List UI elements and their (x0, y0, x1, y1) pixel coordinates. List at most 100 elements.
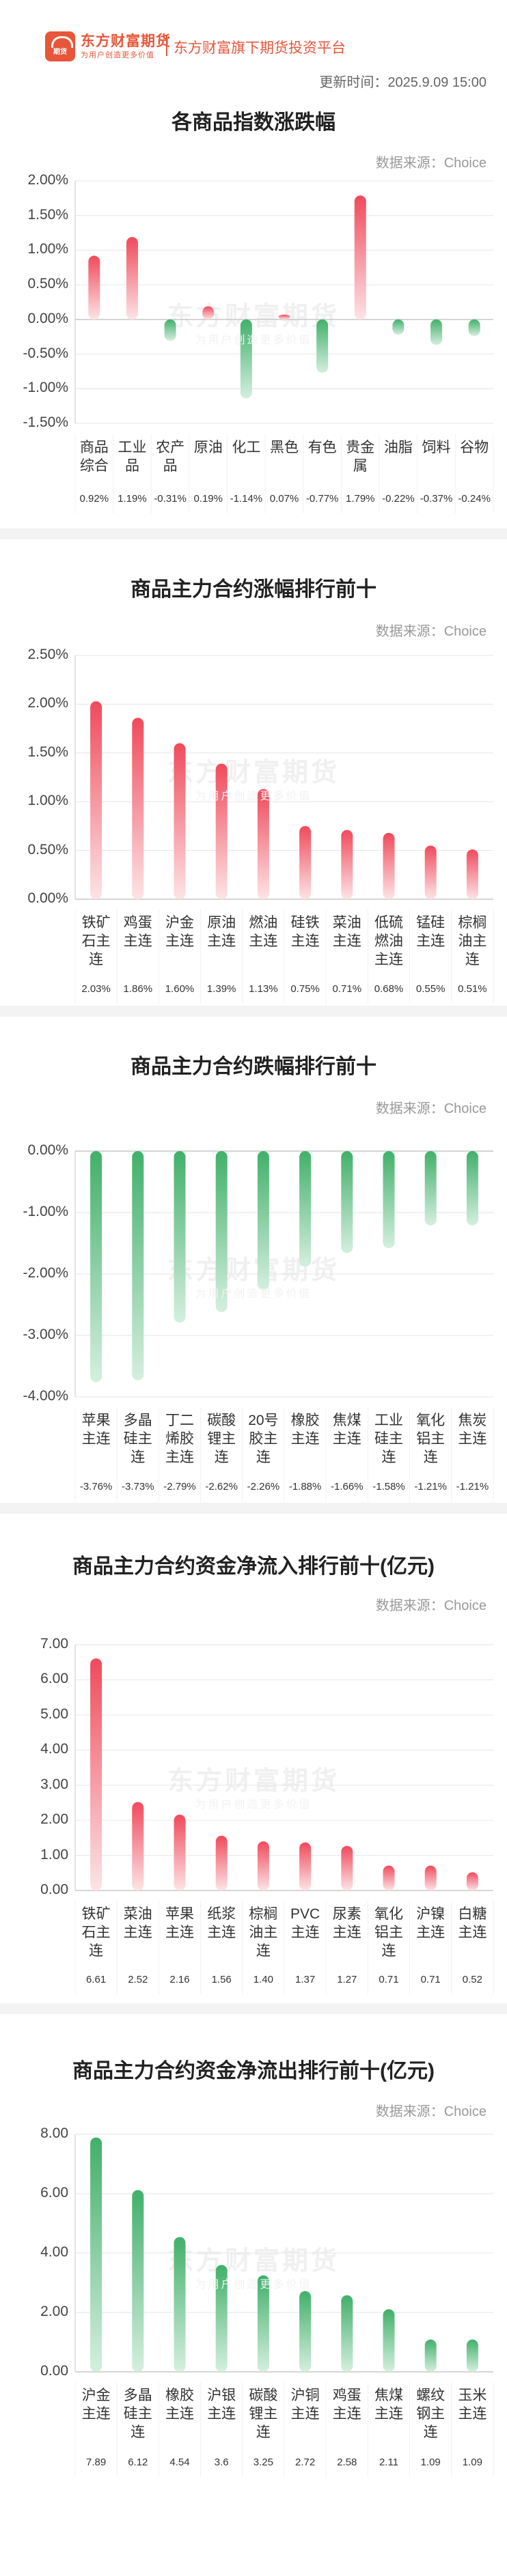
category-label: 焦煤主连 (332, 1413, 361, 1447)
category-label: 尿素主连 (332, 1906, 361, 1940)
value-label: 1.09 (462, 2457, 482, 2468)
bar-4 (215, 1151, 228, 1312)
chart-section-2: 东方财富期货 为用户创造更多价值 商品主力合约涨幅排行前十 数据来源：Choice 2.… (0, 539, 507, 1006)
value-label: 1.79% (345, 493, 375, 505)
brand-logo-icon: 期货 (45, 31, 75, 61)
chart-title: 商品主力合约资金净流入排行前十(亿元) (72, 1555, 435, 1578)
category-label: 棕榈油主连 (249, 1906, 278, 1959)
value-label: 6.12 (128, 2457, 148, 2468)
chart-section-4: 东方财富期货 为用户创造更多价值 商品主力合约资金净流入排行前十(亿元) 数据来源：C… (0, 1514, 507, 2003)
value-label: -2.62% (205, 1481, 238, 1492)
value-label: 1.56 (211, 1974, 232, 1985)
category-label: 橡胶主连 (290, 1413, 320, 1447)
y-tick-label: 6.00 (40, 1671, 68, 1687)
value-label: 1.86% (123, 983, 153, 995)
y-tick-label: -2.00% (23, 1265, 68, 1281)
value-label: 1.37 (294, 1974, 316, 1985)
category-label: 苹果主连 (165, 1906, 194, 1940)
y-tick-label: 2.00% (27, 695, 68, 711)
bar-5 (257, 1151, 269, 1290)
value-label: 1.60% (165, 983, 195, 995)
category-label: 焦煤主连 (374, 2388, 403, 2422)
category-label: 燃油主连 (249, 915, 278, 949)
bar-6 (278, 314, 290, 320)
bar-4 (215, 1835, 228, 1891)
y-tick-label: 1.00 (40, 1846, 68, 1863)
category-label: 橡胶主连 (165, 2388, 194, 2422)
value-label: 3.6 (214, 2457, 229, 2468)
y-tick-label: 6.00 (40, 2185, 68, 2200)
value-label: 2.72 (294, 2457, 316, 2468)
section-divider (0, 528, 507, 539)
watermark: 东方财富期货 (167, 2247, 340, 2276)
category-label: 氧化铝主连 (374, 1906, 403, 1959)
bar-11 (468, 319, 480, 337)
y-tick-label: -1.00% (23, 1204, 68, 1219)
bar-10 (466, 849, 478, 899)
y-tick-label: 2.50% (27, 647, 68, 662)
category-label: 纸浆主连 (207, 1906, 236, 1940)
brand-name: 东方财富期货 (81, 33, 171, 49)
category-label: 商品综合 (79, 440, 109, 474)
category-label: 菜油主连 (123, 1906, 152, 1940)
watermark-sub: 为用户创造更多价值 (195, 1288, 312, 1300)
chart-plot (74, 1644, 494, 1994)
bar-6 (299, 1151, 312, 1267)
bar-8 (383, 1865, 395, 1891)
bar-5 (257, 789, 269, 899)
bar-7 (316, 319, 329, 373)
value-label: -1.88% (288, 1481, 322, 1492)
category-label: 农产品 (156, 440, 185, 474)
y-tick-label: 3.00 (40, 1776, 68, 1792)
category-label: 原油 (193, 440, 223, 455)
value-label: 0.07% (269, 493, 299, 505)
value-label: 0.68% (374, 983, 404, 995)
y-tick-label: 2.00 (40, 2304, 68, 2319)
category-label: 多晶硅主连 (123, 2388, 152, 2440)
y-tick-label: 4.00 (40, 2244, 68, 2260)
value-label: -2.79% (163, 1481, 196, 1492)
value-label: 7.89 (85, 2457, 107, 2468)
value-label: 1.27 (337, 1974, 357, 1985)
chart-title: 商品主力合约资金净流出排行前十(亿元) (72, 2060, 435, 2082)
bar-1 (90, 701, 102, 899)
bar-7 (341, 1845, 353, 1891)
category-label: 苹果主连 (81, 1413, 111, 1447)
y-tick-label: 0.00 (40, 2363, 68, 2379)
category-label: 碳酸锂主连 (207, 1413, 236, 1465)
bar-4 (202, 306, 215, 320)
data-source-label: 数据来源：Choice (375, 624, 487, 639)
y-tick-label: 1.00% (27, 241, 68, 257)
update-time: 更新时间：2025.9.09 15:00 (319, 75, 487, 90)
category-label: 硅铁主连 (290, 915, 320, 949)
chart-title: 商品主力合约跌幅排行前十 (131, 1056, 376, 1078)
value-label: -1.58% (372, 1481, 405, 1492)
category-label: 玉米主连 (458, 2388, 487, 2422)
category-label: 工业硅主连 (374, 1413, 403, 1465)
value-label: 1.19% (118, 493, 147, 505)
category-label: 沪金主连 (165, 915, 194, 949)
value-label: -0.22% (382, 493, 415, 505)
header: 期货 东方财富期货 为用户创造更多价值 东方财富旗下期货投资平台 更新时间：20… (0, 0, 507, 97)
bar-2 (126, 237, 138, 320)
bar-2 (132, 1151, 144, 1381)
bar-2 (132, 2190, 144, 2372)
bar-4 (215, 2265, 228, 2372)
chart-plot (74, 655, 494, 1004)
chart-title: 各商品指数涨跌幅 (172, 111, 335, 134)
y-tick-label: 5.00 (40, 1705, 68, 1722)
watermark-sub: 为用户创造更多价值 (195, 335, 312, 346)
watermark: 东方财富期货 (167, 1767, 340, 1796)
y-tick-label: 0.00% (27, 1142, 68, 1158)
category-label: 化工 (232, 440, 261, 455)
chart-section-3: 东方财富期货 为用户创造更多价值 商品主力合约跌幅排行前十 数据来源：Choice 0.… (0, 1017, 507, 1503)
y-tick-label: 1.50% (27, 744, 68, 760)
data-source-label: 数据来源：Choice (375, 1598, 487, 1613)
value-label: 2.52 (128, 1974, 148, 1985)
bar-10 (466, 2339, 478, 2372)
bar-9 (424, 2339, 437, 2372)
category-label: 沪镍主连 (416, 1906, 446, 1940)
value-label: -3.73% (122, 1481, 154, 1492)
brand-separator (166, 36, 167, 56)
